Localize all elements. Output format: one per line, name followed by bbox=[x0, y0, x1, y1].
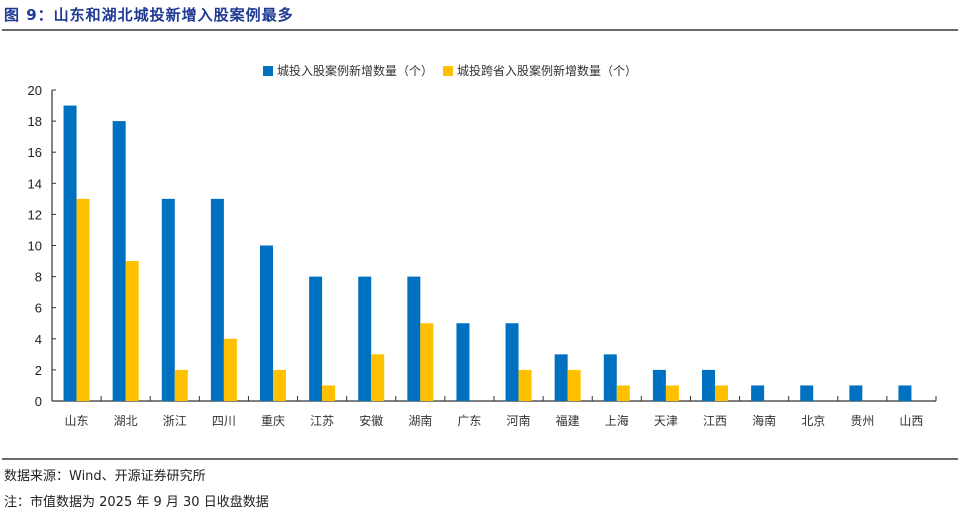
footnote: 注：市值数据为 2025 年 9 月 30 日收盘数据 bbox=[4, 495, 269, 510]
x-category-label: 北京 bbox=[801, 414, 825, 428]
bar-total bbox=[702, 369, 715, 401]
y-tick-label: 0 bbox=[35, 394, 42, 409]
figure-title: 图 9：山东和湖北城投新增入股案例最多 bbox=[4, 6, 294, 24]
y-tick-label: 20 bbox=[28, 83, 42, 98]
bar-total bbox=[505, 323, 519, 401]
bar-total bbox=[554, 354, 568, 401]
bar-total bbox=[210, 198, 224, 401]
bar-cross-province bbox=[125, 261, 139, 401]
bar-total bbox=[358, 276, 372, 401]
bar-cross-province bbox=[665, 385, 679, 401]
x-category-label: 浙江 bbox=[163, 414, 187, 428]
bar-cross-province bbox=[518, 369, 532, 401]
bar-total bbox=[407, 276, 421, 401]
x-category-label: 安徽 bbox=[359, 413, 383, 428]
bar-cross-province bbox=[567, 369, 581, 401]
y-tick-label: 2 bbox=[35, 363, 42, 378]
bar-cross-province bbox=[273, 369, 286, 401]
bar-total bbox=[112, 121, 126, 401]
legend-label-total: 城投入股案例新增数量（个） bbox=[277, 64, 434, 78]
bar-total bbox=[849, 385, 863, 401]
x-category-label: 河南 bbox=[507, 413, 531, 428]
title-divider bbox=[2, 29, 958, 31]
legend-swatch-blue bbox=[263, 65, 273, 76]
bar-cross-province bbox=[420, 323, 434, 401]
x-category-label: 福建 bbox=[556, 413, 580, 428]
bar-total bbox=[260, 245, 273, 401]
bar-cross-province bbox=[223, 338, 237, 401]
legend-label-cross-province: 城投跨省入股案例新增数量（个） bbox=[457, 64, 638, 78]
bar-total bbox=[652, 369, 666, 401]
y-tick-label: 18 bbox=[28, 114, 42, 129]
x-category-label: 山东 bbox=[65, 414, 89, 428]
y-tick-label: 8 bbox=[35, 270, 42, 285]
bar-total bbox=[309, 276, 323, 401]
y-tick-label: 14 bbox=[28, 176, 42, 191]
x-category-label: 江苏 bbox=[310, 414, 334, 428]
bar-chart: 0 2 4 6 8 10 12 14 16 18 20 山东 湖北 浙江 四川 重庆 江苏 安徽 湖南 广东 河南 福建 上… bbox=[28, 83, 937, 428]
bar-total bbox=[898, 385, 912, 401]
bar-total bbox=[603, 354, 617, 401]
x-category-label: 海南 bbox=[752, 413, 776, 428]
bar-cross-province bbox=[174, 369, 188, 401]
y-tick-label: 10 bbox=[28, 239, 42, 254]
bar-cross-province bbox=[715, 385, 728, 401]
bar-total bbox=[63, 105, 77, 402]
bar-cross-province bbox=[76, 198, 90, 401]
x-category-label: 重庆 bbox=[261, 414, 285, 428]
bar-cross-province bbox=[616, 385, 630, 401]
legend-swatch-yellow bbox=[443, 65, 454, 76]
bar-cross-province bbox=[322, 385, 336, 401]
bar-total bbox=[456, 323, 470, 401]
x-category-label: 湖北 bbox=[114, 413, 138, 428]
footer-divider bbox=[2, 458, 958, 460]
bar-total bbox=[800, 385, 814, 401]
bar-total bbox=[751, 385, 765, 401]
x-category-label: 山西 bbox=[899, 414, 923, 428]
y-tick-label: 16 bbox=[28, 145, 42, 160]
legend-item-cross-province: 城投跨省入股案例新增数量（个） bbox=[443, 62, 637, 79]
x-category-label: 湖南 bbox=[408, 413, 432, 428]
y-tick-label: 6 bbox=[35, 301, 42, 316]
x-category-label: 贵州 bbox=[850, 414, 874, 428]
bar-total bbox=[161, 198, 175, 401]
x-category-label: 四川 bbox=[212, 414, 236, 428]
data-source: 数据来源：Wind、开源证券研究所 bbox=[4, 469, 206, 484]
x-category-label: 天津 bbox=[654, 414, 678, 428]
legend-item-total: 城投入股案例新增数量（个） bbox=[263, 62, 433, 79]
x-category-label: 广东 bbox=[457, 414, 481, 428]
bar-cross-province bbox=[371, 354, 385, 401]
y-tick-label: 4 bbox=[35, 332, 42, 347]
y-tick-label: 12 bbox=[28, 207, 42, 222]
x-category-label: 上海 bbox=[605, 413, 629, 428]
x-category-label: 江西 bbox=[703, 414, 727, 428]
chart-legend: 城投入股案例新增数量（个） 城投跨省入股案例新增数量（个） bbox=[263, 62, 647, 79]
